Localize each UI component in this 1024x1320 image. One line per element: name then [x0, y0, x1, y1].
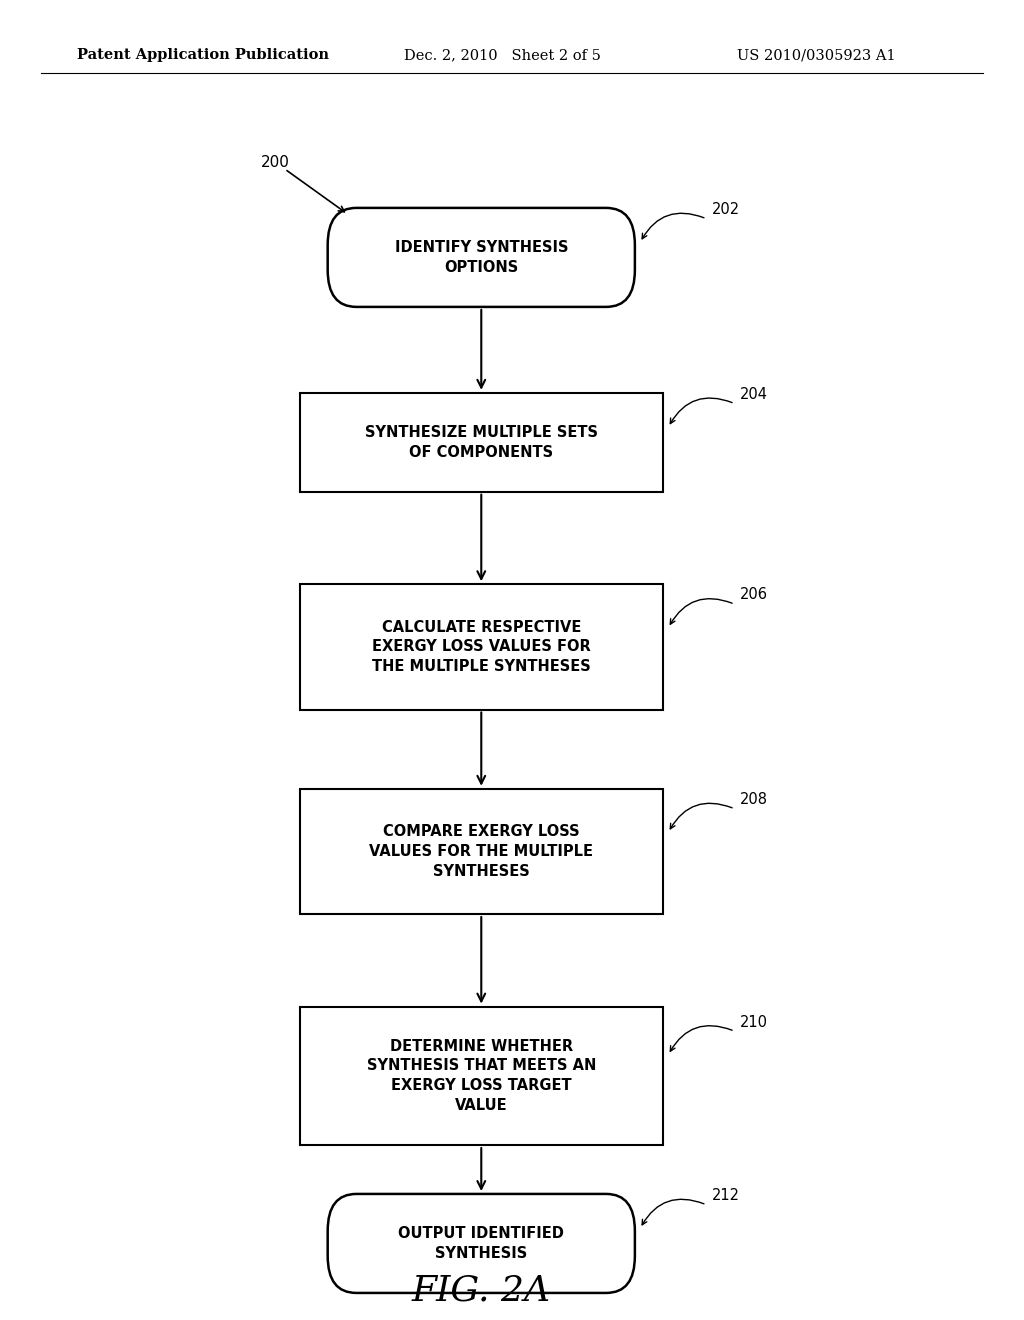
FancyBboxPatch shape: [328, 207, 635, 306]
Text: IDENTIFY SYNTHESIS
OPTIONS: IDENTIFY SYNTHESIS OPTIONS: [394, 240, 568, 275]
Text: 200: 200: [261, 154, 290, 170]
Text: 204: 204: [739, 387, 768, 401]
Text: 208: 208: [739, 792, 768, 807]
Bar: [299, 789, 664, 913]
Text: COMPARE EXERGY LOSS
VALUES FOR THE MULTIPLE
SYNTHESES: COMPARE EXERGY LOSS VALUES FOR THE MULTI…: [370, 824, 593, 879]
Text: Dec. 2, 2010   Sheet 2 of 5: Dec. 2, 2010 Sheet 2 of 5: [404, 49, 601, 62]
Text: 212: 212: [712, 1188, 739, 1203]
Text: Patent Application Publication: Patent Application Publication: [77, 49, 329, 62]
Text: OUTPUT IDENTIFIED
SYNTHESIS: OUTPUT IDENTIFIED SYNTHESIS: [398, 1226, 564, 1261]
Text: 202: 202: [712, 202, 739, 216]
FancyBboxPatch shape: [328, 1193, 635, 1294]
Text: 210: 210: [739, 1015, 768, 1030]
Bar: [299, 583, 664, 710]
Bar: [299, 1006, 664, 1144]
Text: CALCULATE RESPECTIVE
EXERGY LOSS VALUES FOR
THE MULTIPLE SYNTHESES: CALCULATE RESPECTIVE EXERGY LOSS VALUES …: [372, 619, 591, 675]
Text: FIG. 2A: FIG. 2A: [412, 1274, 551, 1308]
Text: SYNTHESIZE MULTIPLE SETS
OF COMPONENTS: SYNTHESIZE MULTIPLE SETS OF COMPONENTS: [365, 425, 598, 459]
Bar: [299, 393, 664, 491]
Text: US 2010/0305923 A1: US 2010/0305923 A1: [737, 49, 896, 62]
Text: 206: 206: [739, 587, 768, 602]
Text: DETERMINE WHETHER
SYNTHESIS THAT MEETS AN
EXERGY LOSS TARGET
VALUE: DETERMINE WHETHER SYNTHESIS THAT MEETS A…: [367, 1039, 596, 1113]
